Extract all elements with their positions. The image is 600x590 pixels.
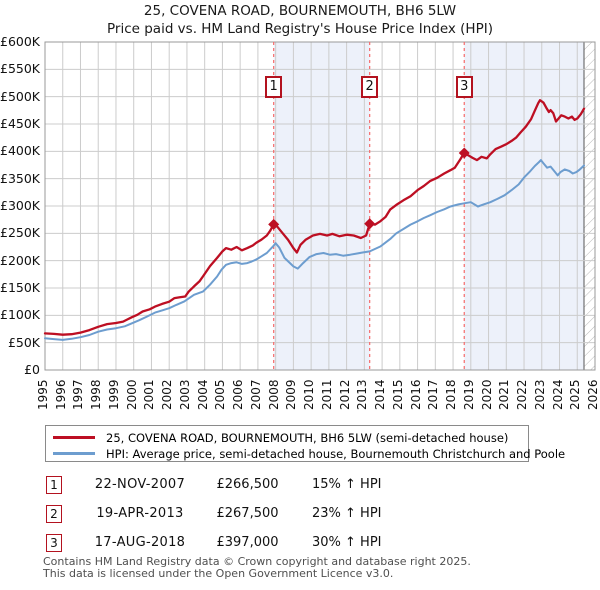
y-axis-label-£0: £0 — [24, 362, 40, 377]
property-line-swatch — [53, 436, 95, 439]
x-axis-label-2010: 2010 — [302, 379, 317, 410]
y-axis-label-£350K: £350K — [0, 170, 41, 186]
y-axis-label-£200K: £200K — [0, 252, 41, 268]
transaction-3-date: 17-AUG-2018 — [94, 535, 186, 550]
transaction-row-3: 3 17-AUG-2018 £397,000 30% ↑ HPI — [45, 534, 555, 553]
x-axis-label-2019: 2019 — [461, 379, 476, 410]
x-axis-label-2001: 2001 — [142, 379, 157, 410]
copyright-line-1: Contains HM Land Registry data © Crown c… — [43, 555, 471, 568]
x-axis-label-2002: 2002 — [160, 379, 175, 410]
x-axis-label-2015: 2015 — [390, 379, 405, 410]
transaction-1-hpi-change: 15% ↑ HPI — [312, 477, 382, 492]
x-axis-label-2011: 2011 — [319, 379, 334, 410]
legend-label-property: 25, COVENA ROAD, BOURNEMOUTH, BH6 5LW (s… — [106, 430, 509, 445]
legend-item-property: 25, COVENA ROAD, BOURNEMOUTH, BH6 5LW (s… — [52, 430, 528, 445]
x-axis-label-2000: 2000 — [124, 379, 139, 410]
x-axis-label-2005: 2005 — [213, 379, 228, 410]
y-axis-label-£400K: £400K — [0, 143, 41, 159]
x-axis-label-1997: 1997 — [71, 379, 86, 410]
x-axis-label-2018: 2018 — [444, 379, 459, 410]
transaction-1-marker-number: 1 — [46, 476, 62, 494]
x-axis-label-2024: 2024 — [550, 379, 565, 410]
x-axis-label-2016: 2016 — [408, 379, 423, 410]
chart-legend: 25, COVENA ROAD, BOURNEMOUTH, BH6 5LW (s… — [45, 425, 565, 462]
transaction-2-date: 19-APR-2013 — [96, 506, 184, 521]
transaction-1-price: £266,500 — [216, 477, 279, 492]
sale-marker-label-1: 1 — [265, 76, 283, 98]
y-axis-label-£450K: £450K — [0, 116, 41, 131]
x-axis-label-2022: 2022 — [515, 379, 530, 410]
x-axis-label-2003: 2003 — [177, 379, 192, 410]
y-axis-label-£600K: £600K — [0, 34, 41, 49]
transaction-3-marker-number: 3 — [46, 534, 62, 552]
x-axis-label-1995: 1995 — [36, 379, 50, 410]
y-axis-label-£300K: £300K — [0, 198, 41, 213]
hpi-line-swatch — [53, 452, 95, 455]
x-axis-label-2007: 2007 — [248, 379, 263, 410]
footer-copyright: Contains HM Land Registry data © Crown c… — [43, 556, 583, 579]
x-axis-label-1996: 1996 — [53, 379, 68, 410]
copyright-line-2: This data is licensed under the Open Gov… — [43, 566, 394, 580]
x-axis-label-2020: 2020 — [479, 379, 494, 410]
y-axis-label-£550K: £550K — [0, 61, 41, 77]
x-axis-label-2012: 2012 — [337, 379, 352, 410]
transaction-3-price: £397,000 — [216, 535, 279, 550]
y-axis-label-£150K: £150K — [0, 280, 41, 295]
x-axis-label-1999: 1999 — [106, 379, 121, 410]
y-axis-label-£100K: £100K — [0, 307, 41, 323]
x-axis-label-2008: 2008 — [266, 379, 281, 410]
x-axis-label-1998: 1998 — [89, 379, 104, 410]
chart-title: 25, COVENA ROAD, BOURNEMOUTH, BH6 5LW — [143, 3, 457, 19]
x-axis-label-2004: 2004 — [195, 379, 210, 410]
x-axis-label-2014: 2014 — [373, 379, 388, 410]
transaction-2-price: £267,500 — [216, 506, 279, 521]
x-axis-label-2006: 2006 — [231, 379, 246, 410]
transaction-row-2: 2 19-APR-2013 £267,500 23% ↑ HPI — [45, 505, 555, 524]
chart-subtitle: Price paid vs. HM Land Registry's House … — [107, 21, 493, 37]
transaction-3-hpi-change: 30% ↑ HPI — [312, 535, 382, 550]
legend-item-hpi: HPI: Average price, semi-detached house,… — [52, 446, 565, 461]
x-axis-label-2026: 2026 — [586, 379, 600, 410]
x-axis-label-2009: 2009 — [284, 379, 299, 410]
chart-canvas — [43, 41, 596, 371]
sale-marker-label-3: 3 — [455, 76, 473, 98]
y-axis-label-£500K: £500K — [0, 88, 41, 104]
legend-label-hpi: HPI: Average price, semi-detached house,… — [106, 446, 566, 461]
transaction-2-hpi-change: 23% ↑ HPI — [312, 506, 382, 521]
transaction-row-1: 1 22-NOV-2007 £266,500 15% ↑ HPI — [45, 476, 555, 495]
y-axis-label-£250K: £250K — [0, 225, 41, 241]
y-axis-label-£50K: £50K — [7, 334, 40, 350]
sale-marker-label-2: 2 — [361, 76, 379, 98]
x-axis-label-2023: 2023 — [532, 379, 547, 410]
x-axis-label-2013: 2013 — [355, 379, 370, 410]
transaction-2-marker-number: 2 — [46, 505, 62, 523]
x-axis-label-2021: 2021 — [497, 379, 512, 410]
transaction-1-date: 22-NOV-2007 — [94, 477, 186, 492]
x-axis-label-2017: 2017 — [426, 379, 441, 410]
x-axis-label-2025: 2025 — [568, 379, 583, 410]
